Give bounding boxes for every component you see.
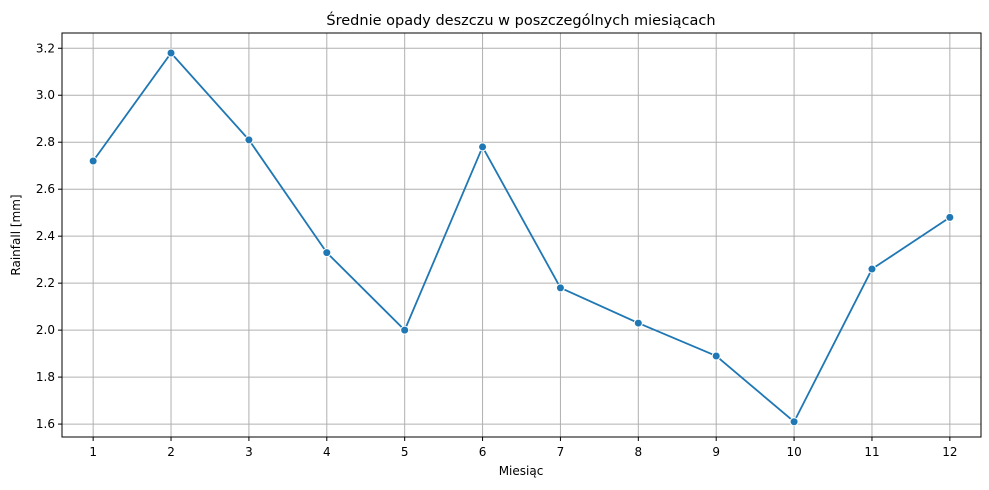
- data-point: [400, 325, 410, 335]
- x-tick-label: 9: [712, 445, 720, 459]
- y-tick-label: 3.0: [36, 88, 55, 102]
- data-point: [88, 156, 98, 166]
- x-tick-label: 12: [942, 445, 957, 459]
- chart-title: Średnie opady deszczu w poszczególnych m…: [326, 11, 715, 29]
- data-point: [945, 212, 955, 222]
- data-point: [244, 135, 254, 145]
- series-layer: [88, 48, 955, 427]
- x-tick-label: 10: [786, 445, 801, 459]
- x-tick-label: 11: [864, 445, 879, 459]
- x-tick-label: 6: [479, 445, 487, 459]
- data-point: [322, 248, 332, 258]
- y-tick-label: 2.8: [36, 135, 55, 149]
- data-point: [555, 283, 565, 293]
- x-tick-label: 3: [245, 445, 253, 459]
- data-point: [633, 318, 643, 328]
- data-point: [711, 351, 721, 361]
- data-point: [789, 417, 799, 427]
- x-tick-label: 8: [635, 445, 643, 459]
- y-tick-label: 3.2: [36, 41, 55, 55]
- y-tick-label: 1.8: [36, 370, 55, 384]
- plot-frame: [61, 32, 982, 438]
- y-axis: 1.6 1.8 2.0 2.2 2.4 2.6 2.8 3.0 3.2: [36, 41, 62, 431]
- x-tick-label: 7: [557, 445, 565, 459]
- grid-lines: [62, 33, 981, 437]
- x-tick-label: 1: [89, 445, 97, 459]
- data-point: [867, 264, 877, 274]
- x-tick-label: 2: [167, 445, 175, 459]
- data-point: [478, 142, 488, 152]
- y-axis-label: Rainfall [mm]: [9, 194, 23, 275]
- x-tick-label: 4: [323, 445, 331, 459]
- data-point: [166, 48, 176, 58]
- y-tick-label: 2.2: [36, 276, 55, 290]
- y-tick-label: 1.6: [36, 417, 55, 431]
- y-tick-label: 2.0: [36, 323, 55, 337]
- y-tick-label: 2.4: [36, 229, 55, 243]
- y-tick-label: 2.6: [36, 182, 55, 196]
- x-tick-label: 5: [401, 445, 409, 459]
- series-line: [92, 52, 951, 423]
- x-axis-label: Miesiąc: [499, 464, 544, 478]
- x-axis: 1 2 3 4 5 6 7 8 9 10 11 12: [89, 437, 957, 459]
